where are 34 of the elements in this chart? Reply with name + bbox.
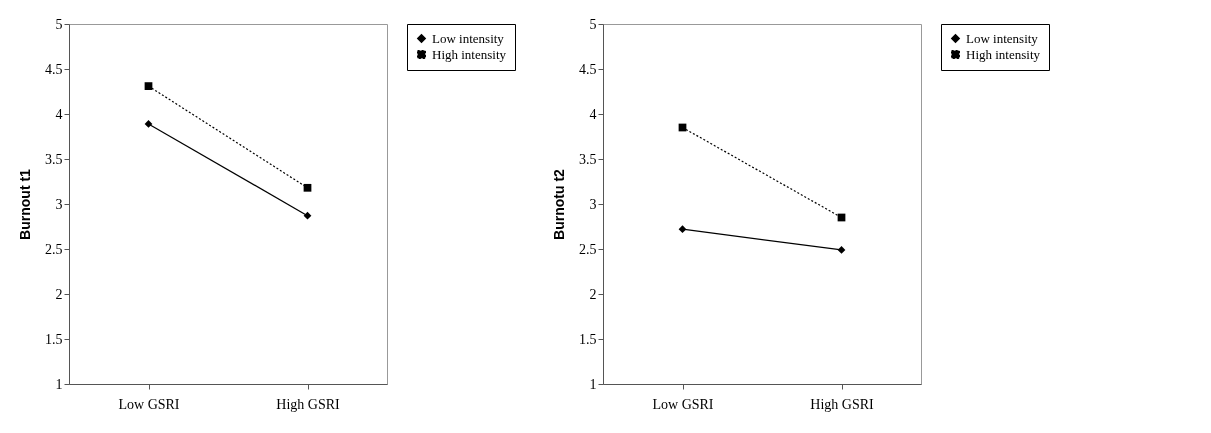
y-tick-label: 2.5 — [579, 241, 597, 257]
legend-label: High intensity — [432, 46, 507, 62]
point — [303, 183, 312, 192]
y-tick-label: 3.5 — [579, 151, 597, 167]
x-tick-label: High GSRI — [810, 396, 875, 412]
point — [837, 246, 846, 254]
y-axis-title: Burnotu t2 — [551, 168, 567, 240]
y-tick-label: 4 — [589, 106, 597, 122]
point — [678, 225, 687, 234]
x-tick-label: Low GSRI — [118, 396, 180, 412]
y-tick-label: 1.5 — [579, 331, 597, 347]
y-tick-label: 4.5 — [45, 61, 63, 77]
y-tick-label: 1 — [589, 376, 597, 392]
y-tick-label: 4.5 — [579, 61, 597, 77]
point — [144, 82, 153, 90]
y-tick-label: 1.5 — [45, 331, 63, 347]
point — [144, 120, 153, 128]
legend-label: Low intensity — [432, 30, 505, 46]
legend-label: High intensity — [966, 46, 1041, 62]
y-tick-label: 3.5 — [45, 151, 63, 167]
y-tick-label: 3 — [55, 196, 63, 212]
point — [303, 211, 312, 220]
y-tick-label: 2 — [589, 286, 597, 302]
y-tick-label: 2 — [55, 286, 63, 302]
y-tick-label: 3 — [589, 196, 597, 212]
x-tick-label: High GSRI — [276, 396, 341, 412]
legend-label: Low intensity — [966, 30, 1039, 46]
y-tick-label: 5 — [589, 16, 597, 32]
y-tick-label: 5 — [55, 16, 63, 32]
x-tick-label: Low GSRI — [652, 396, 714, 412]
y-axis-title: Burnout t1 — [17, 168, 33, 240]
y-tick-label: 2.5 — [45, 241, 63, 257]
y-tick-label: 4 — [55, 106, 63, 122]
y-tick-label: 1 — [55, 376, 63, 392]
